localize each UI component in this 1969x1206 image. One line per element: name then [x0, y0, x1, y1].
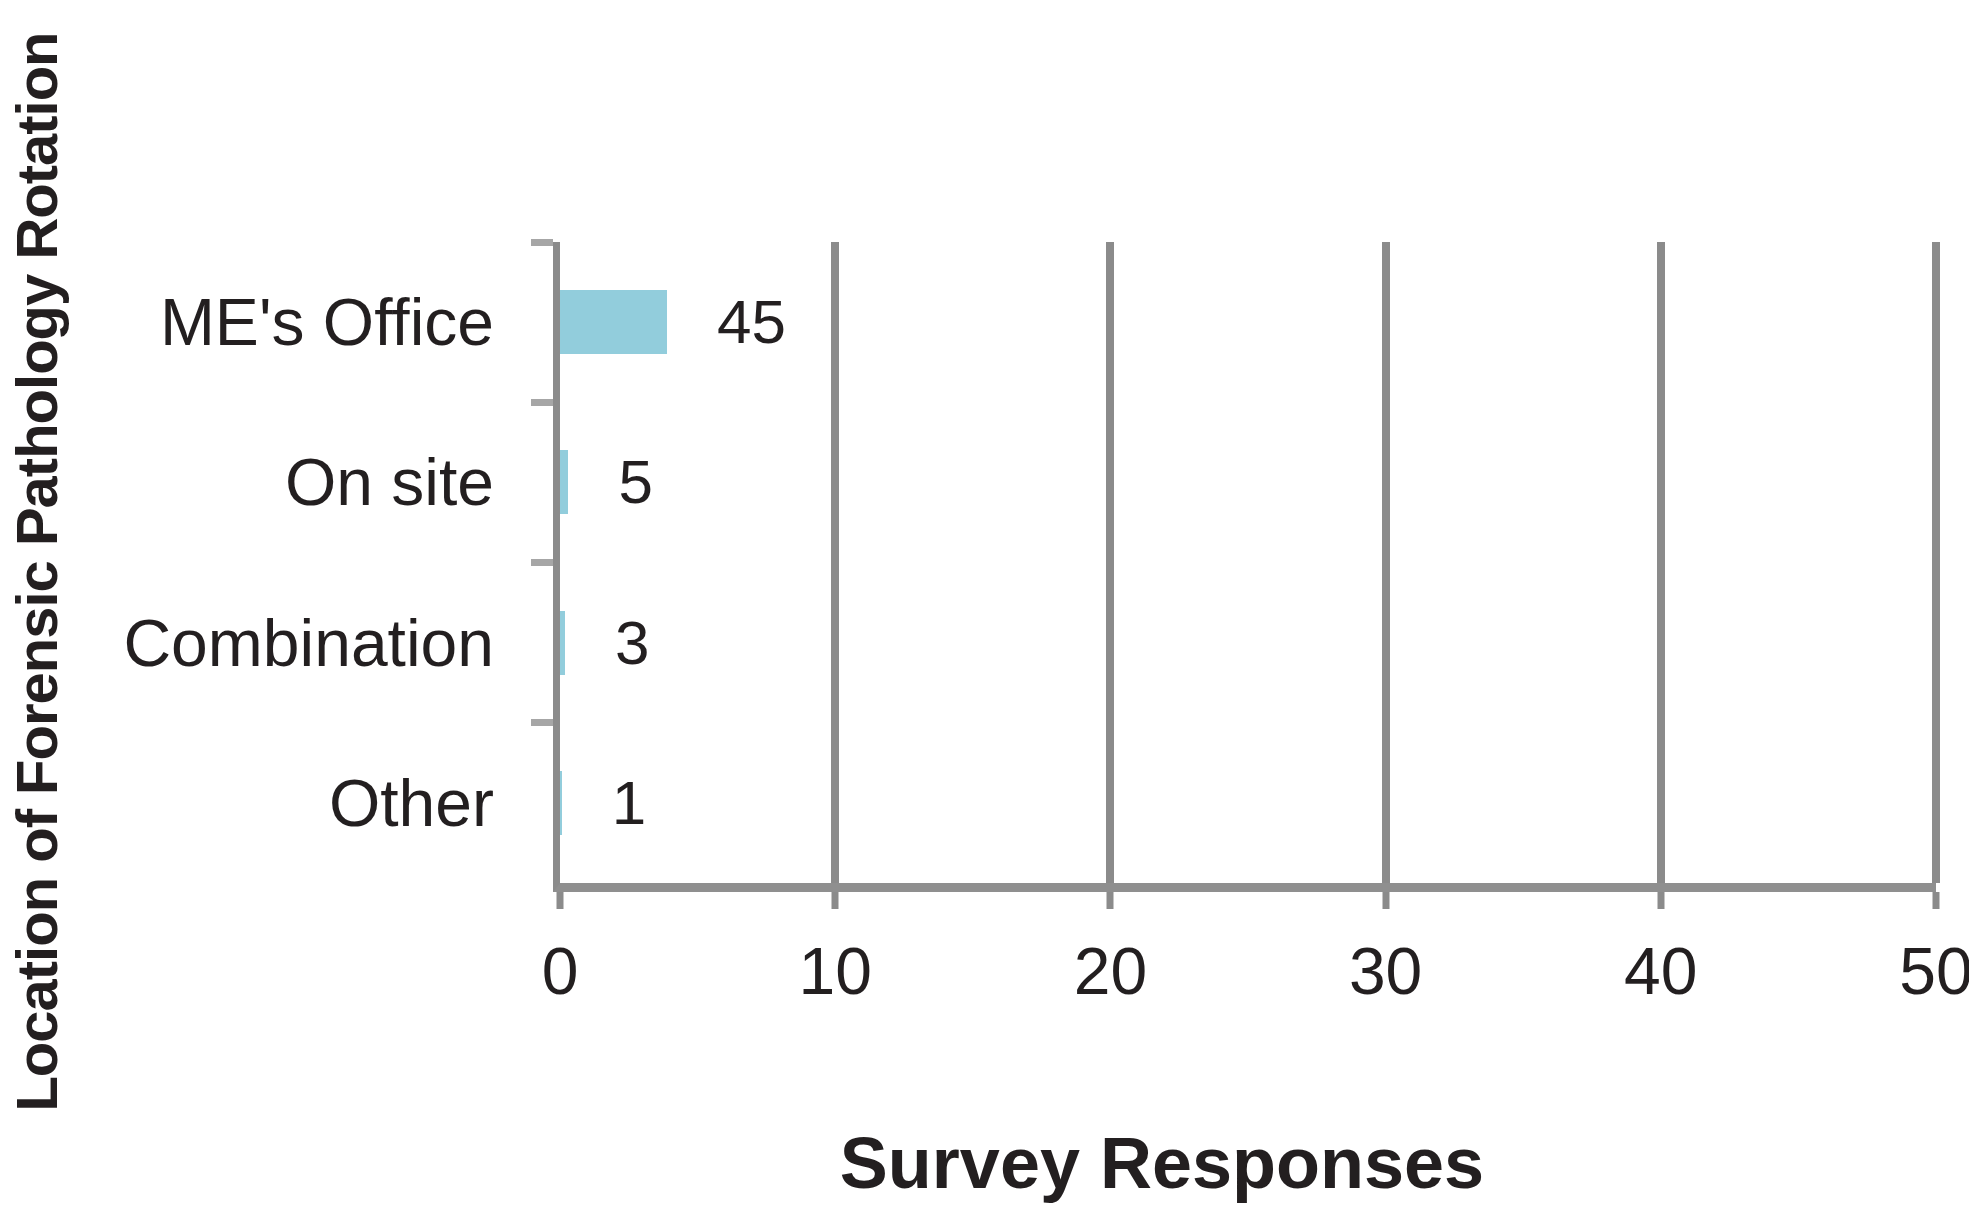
gridline	[1106, 242, 1114, 883]
category-label: Combination	[0, 563, 494, 723]
x-tick-label: 10	[798, 938, 871, 1004]
gridline	[831, 242, 839, 883]
bar	[560, 450, 568, 514]
bar	[560, 290, 667, 354]
x-axis-tick	[1933, 892, 1940, 909]
y-axis-tick	[531, 559, 553, 566]
y-axis-tick	[531, 399, 553, 406]
x-axis-tick	[1382, 892, 1389, 909]
category-label: Other	[0, 723, 494, 883]
x-axis-tick	[557, 892, 564, 909]
bar-row: 3	[560, 611, 644, 675]
category-label: On site	[0, 402, 494, 562]
category-labels: ME's OfficeOn siteCombinationOther	[0, 242, 494, 883]
gridline	[1382, 242, 1390, 883]
x-tick-label: 20	[1074, 938, 1147, 1004]
x-tick-label: 50	[1899, 938, 1969, 1004]
plot-area: 45 5 3 1	[553, 242, 1936, 892]
bar-row: 5	[560, 450, 644, 514]
x-tick-label: 30	[1349, 938, 1422, 1004]
x-axis-title: Survey Responses	[840, 1122, 1484, 1204]
bar	[560, 771, 562, 835]
bar-row: 1	[560, 771, 644, 835]
bar-chart-figure: Location of Forensic Pathology Rotation …	[0, 0, 1969, 1206]
y-axis-tick	[531, 239, 553, 246]
bar-value-label: 1	[612, 771, 646, 835]
bar-value-label: 5	[618, 450, 652, 514]
bar	[560, 611, 565, 675]
gridline	[1932, 242, 1940, 883]
y-axis-tick	[531, 719, 553, 726]
x-tick-labels-group: 01020304050	[560, 938, 1936, 1008]
gridline	[1657, 242, 1665, 883]
x-axis-ticks-group	[560, 892, 1936, 909]
x-axis-tick	[832, 892, 839, 909]
bar-value-label: 3	[615, 611, 649, 675]
x-axis-tick	[1657, 892, 1664, 909]
x-tick-label: 40	[1624, 938, 1697, 1004]
bar-value-label: 45	[717, 290, 786, 354]
category-label: ME's Office	[0, 242, 494, 402]
x-tick-label: 0	[542, 938, 579, 1004]
bar-row: 45	[560, 290, 679, 354]
x-axis-tick	[1107, 892, 1114, 909]
